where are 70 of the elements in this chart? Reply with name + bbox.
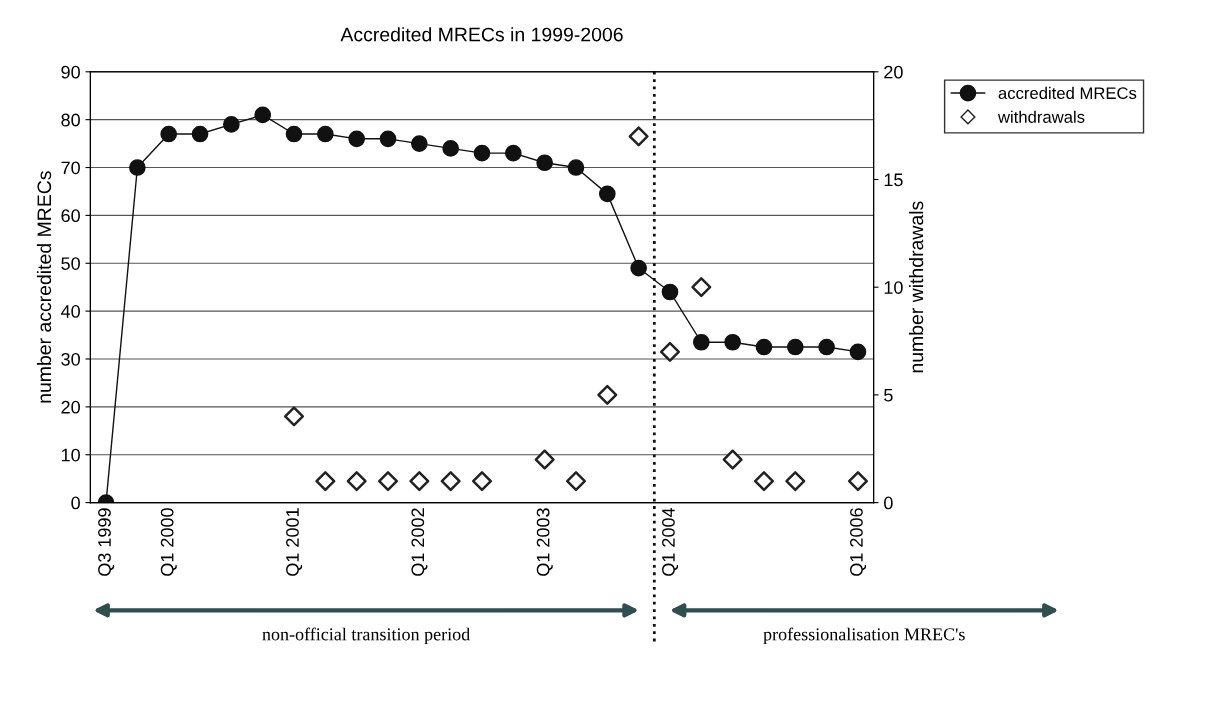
y2-tick-label: 0 [884, 496, 893, 510]
point [597, 384, 618, 405]
y-axis-title: number accredited MRECs [36, 171, 52, 403]
y-tick-label: 20 [61, 400, 80, 414]
text: professionalisation MREC's [763, 627, 965, 645]
point [722, 449, 743, 470]
point [411, 135, 428, 152]
point [691, 277, 712, 298]
point [659, 341, 681, 362]
y2-tick-label: 20 [884, 65, 903, 79]
legend-label: withdrawals [997, 110, 1085, 123]
point [223, 116, 240, 133]
point [565, 471, 587, 492]
point [317, 125, 334, 143]
y-tick-label: 70 [61, 161, 80, 175]
point [534, 449, 555, 470]
point [471, 471, 493, 492]
x-tick-label: Q1 2000 [160, 508, 177, 576]
point [442, 140, 460, 157]
y2-tick-label: 5 [884, 389, 893, 402]
point [567, 159, 585, 176]
point [440, 471, 461, 492]
y-tick-label: 90 [61, 65, 80, 79]
point [473, 144, 491, 162]
point [755, 338, 773, 356]
y-tick-label: 10 [61, 448, 80, 462]
point [786, 338, 804, 356]
point [753, 471, 774, 492]
point [315, 471, 336, 492]
point [379, 130, 397, 148]
point [504, 144, 522, 162]
point [377, 471, 399, 492]
point [785, 471, 806, 492]
y-tick-label: 60 [61, 209, 80, 223]
point [283, 406, 305, 427]
y-tick-label: 0 [71, 496, 80, 510]
x-tick-label: Q3 1999 [98, 508, 115, 576]
text: non-official transition period [262, 627, 470, 645]
point [129, 159, 146, 176]
x-tick-label: Q1 2003 [536, 508, 553, 576]
y-tick-label: 50 [61, 257, 80, 270]
y2-tick-label: 15 [884, 173, 903, 187]
point [847, 471, 868, 492]
y2-tick-label: 10 [884, 281, 903, 294]
point [160, 125, 178, 143]
y-tick-label: 40 [60, 305, 80, 318]
point [285, 125, 303, 143]
point [348, 130, 366, 148]
y-tick-label: 80 [61, 113, 80, 127]
point [628, 126, 649, 147]
point [692, 333, 710, 351]
x-tick-label: Q1 2002 [411, 508, 428, 576]
x-tick-label: Q1 2006 [850, 508, 867, 576]
x-tick-label: Q1 2004 [662, 507, 679, 576]
x-tick-label: Q1 2001 [286, 508, 303, 576]
chart-title: Accredited MRECs in 1999-2006 [340, 27, 623, 42]
point [346, 471, 367, 492]
point [536, 154, 553, 172]
point [191, 125, 209, 143]
point [254, 106, 272, 124]
y2-axis-title: number withdrawals [908, 201, 924, 373]
point [661, 283, 679, 301]
y-tick-label: 30 [61, 352, 80, 366]
legend-label: accredited MRECs [998, 86, 1137, 100]
point [818, 338, 835, 356]
point [849, 343, 867, 361]
point [409, 471, 430, 492]
point [598, 185, 616, 203]
point [630, 259, 647, 277]
point [724, 333, 741, 351]
